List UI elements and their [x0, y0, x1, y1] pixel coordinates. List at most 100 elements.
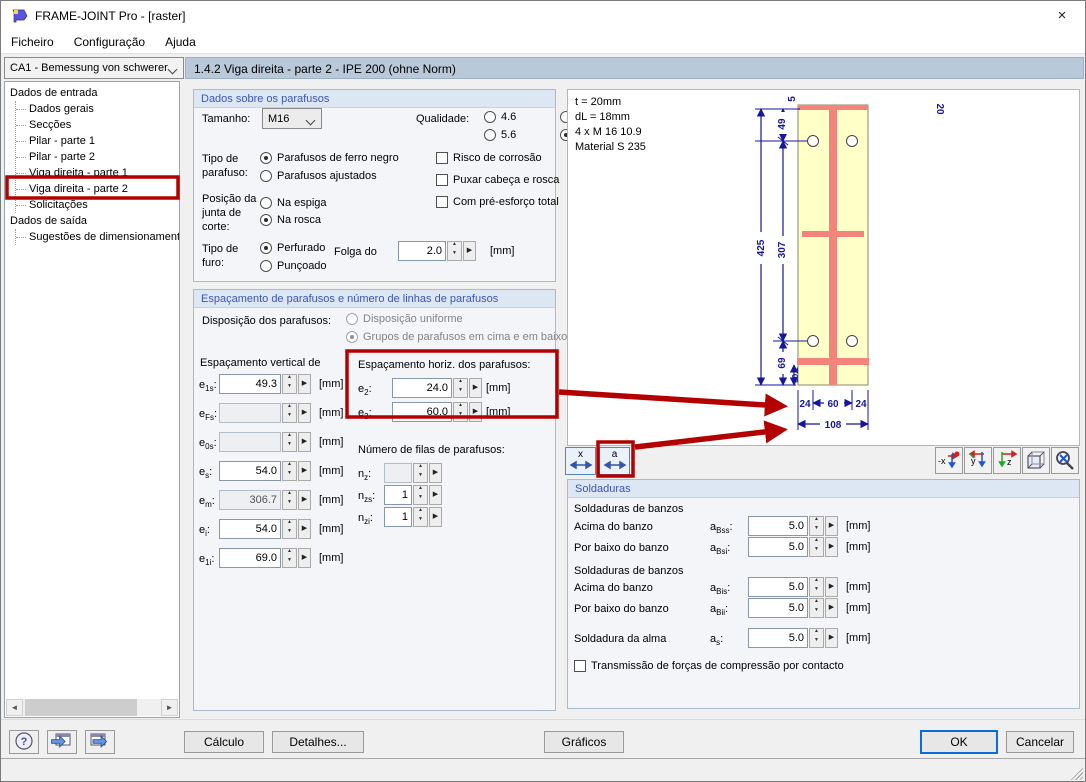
- expand-arrow-icon[interactable]: [469, 402, 482, 422]
- ei-input[interactable]: 54.0: [219, 519, 311, 539]
- spinner-icon[interactable]: [453, 402, 468, 422]
- expand-arrow-icon[interactable]: [298, 519, 311, 539]
- e1s-input[interactable]: 49.3: [219, 374, 311, 394]
- es-input[interactable]: 54.0: [219, 461, 311, 481]
- view-y-button[interactable]: y: [964, 447, 992, 474]
- tree-item-pilar-parte-1[interactable]: Pilar - parte 1: [16, 133, 179, 149]
- e2-input[interactable]: 24.0: [392, 378, 482, 398]
- as-input[interactable]: 5.0: [748, 628, 838, 648]
- radio-grupos-parafusos: Grupos de parafusos em cima e em baixo: [346, 331, 567, 343]
- scrollbar-thumb[interactable]: [25, 699, 137, 716]
- expand-arrow-icon[interactable]: [469, 378, 482, 398]
- spinner-icon[interactable]: [282, 519, 297, 539]
- tree-root-output[interactable]: Dados de saída: [10, 215, 88, 227]
- cancel-button[interactable]: Cancelar: [1006, 731, 1074, 753]
- spinner-icon[interactable]: [453, 378, 468, 398]
- zoom-extents-button[interactable]: [1051, 447, 1079, 474]
- close-icon[interactable]: ×: [1057, 7, 1067, 24]
- radio-ferro-negro[interactable]: Parafusos de ferro negro: [260, 152, 399, 164]
- ok-button[interactable]: OK: [920, 730, 998, 754]
- e3-label: e3: [358, 406, 372, 424]
- radio-puncoado[interactable]: Punçoado: [260, 260, 327, 272]
- abis-input[interactable]: 5.0: [748, 577, 838, 597]
- dimension-a-button[interactable]: a: [599, 447, 630, 475]
- view-isometric-button[interactable]: [1022, 447, 1050, 474]
- tree-item-seccoes[interactable]: Secções: [16, 117, 179, 133]
- check-risco-corrosao[interactable]: Risco de corrosão: [436, 152, 542, 164]
- e3-input[interactable]: 60.0: [392, 402, 482, 422]
- menu-ficheiro[interactable]: Ficheiro: [11, 34, 54, 49]
- view-z-button[interactable]: z: [993, 447, 1021, 474]
- abii-label: aBii: [710, 602, 728, 620]
- e1i-input[interactable]: 69.0: [219, 548, 311, 568]
- spinner-icon[interactable]: [413, 485, 428, 505]
- tree-item-pilar-parte-2[interactable]: Pilar - parte 2: [16, 149, 179, 165]
- previous-page-button[interactable]: [47, 730, 77, 754]
- abss-input[interactable]: 5.0: [748, 516, 838, 536]
- resize-grip-icon[interactable]: [1069, 766, 1083, 780]
- expand-arrow-icon[interactable]: [825, 516, 838, 536]
- spinner-icon[interactable]: [282, 461, 297, 481]
- check-puxar-cabeca[interactable]: Puxar cabeça e rosca: [436, 174, 559, 186]
- calculate-button[interactable]: Cálculo: [184, 731, 264, 753]
- menu-bar: Ficheiro Configuração Ajuda: [1, 31, 1085, 54]
- expand-arrow-icon[interactable]: [825, 537, 838, 557]
- tree-item-dados-gerais[interactable]: Dados gerais: [16, 101, 179, 117]
- radio-quality-56[interactable]: 5.6: [484, 129, 516, 141]
- e0s-label: e0s: [199, 436, 217, 454]
- tree-item-sugestoes[interactable]: Sugestões de dimensionamento: [16, 229, 179, 245]
- spinner-icon[interactable]: [282, 548, 297, 568]
- expand-arrow-icon[interactable]: [298, 461, 311, 481]
- next-page-button[interactable]: [85, 730, 115, 754]
- tree-root-input[interactable]: Dados de entrada: [10, 87, 98, 99]
- case-selector[interactable]: CA1 - Bemessung von schwerer: [4, 57, 184, 79]
- dimension-x-button[interactable]: x: [565, 447, 596, 475]
- details-button[interactable]: Detalhes...: [272, 731, 364, 753]
- check-pre-esforco[interactable]: Com pré-esforço total: [436, 196, 559, 208]
- clearance-input[interactable]: 2.0: [398, 241, 476, 261]
- graphics-button[interactable]: Gráficos: [544, 731, 624, 753]
- spinner-icon[interactable]: [447, 241, 462, 261]
- expand-arrow-icon[interactable]: [429, 485, 442, 505]
- spinner-icon[interactable]: [809, 577, 824, 597]
- mid-flange: [802, 231, 864, 237]
- bolt-size-select[interactable]: M16: [262, 108, 322, 129]
- spinner-icon[interactable]: [282, 374, 297, 394]
- spinner-icon[interactable]: [809, 598, 824, 618]
- radio-na-rosca[interactable]: Na rosca: [260, 214, 321, 226]
- expand-arrow-icon[interactable]: [825, 577, 838, 597]
- expand-arrow-icon[interactable]: [429, 507, 442, 527]
- tree-item-viga-direita-parte-2[interactable]: Viga direita - parte 2: [16, 181, 179, 197]
- radio-quality-46[interactable]: 4.6: [484, 111, 516, 123]
- spinner-icon[interactable]: [809, 628, 824, 648]
- menu-ajuda[interactable]: Ajuda: [165, 34, 196, 49]
- spinner-icon[interactable]: [809, 537, 824, 557]
- tree-horizontal-scrollbar[interactable]: ◄ ►: [6, 699, 178, 716]
- nzi-input[interactable]: 1: [384, 507, 442, 527]
- expand-arrow-icon[interactable]: [298, 548, 311, 568]
- spinner-icon[interactable]: [809, 516, 824, 536]
- view-minus-x-button[interactable]: -x: [935, 447, 963, 474]
- help-button[interactable]: ?: [9, 730, 39, 754]
- tree-item-solicitacoes[interactable]: Solicitações: [16, 197, 179, 213]
- expand-arrow-icon[interactable]: [463, 241, 476, 261]
- es-label: es: [199, 465, 212, 483]
- tree-item-viga-direita-parte-1[interactable]: Viga direita - parte 1: [16, 165, 179, 181]
- radio-na-espiga[interactable]: Na espiga: [260, 197, 327, 209]
- nzs-input[interactable]: 1: [384, 485, 442, 505]
- expand-arrow-icon[interactable]: [298, 374, 311, 394]
- abii-input[interactable]: 5.0: [748, 598, 838, 618]
- bolt-type-label: Tipo de parafuso:: [202, 153, 248, 179]
- check-contact-compression[interactable]: Transmissão de forças de compressão por …: [574, 660, 844, 672]
- absi-input[interactable]: 5.0: [748, 537, 838, 557]
- bolt-hole: [846, 135, 858, 147]
- scroll-right-icon[interactable]: ►: [161, 699, 178, 716]
- menu-configuracao[interactable]: Configuração: [73, 34, 146, 49]
- radio-perfurado[interactable]: Perfurado: [260, 242, 325, 254]
- radio-ajustados[interactable]: Parafusos ajustados: [260, 170, 377, 182]
- scroll-left-icon[interactable]: ◄: [6, 699, 23, 716]
- expand-arrow-icon[interactable]: [825, 628, 838, 648]
- expand-arrow-icon[interactable]: [825, 598, 838, 618]
- ei-label: ei: [199, 523, 210, 541]
- spinner-icon[interactable]: [413, 507, 428, 527]
